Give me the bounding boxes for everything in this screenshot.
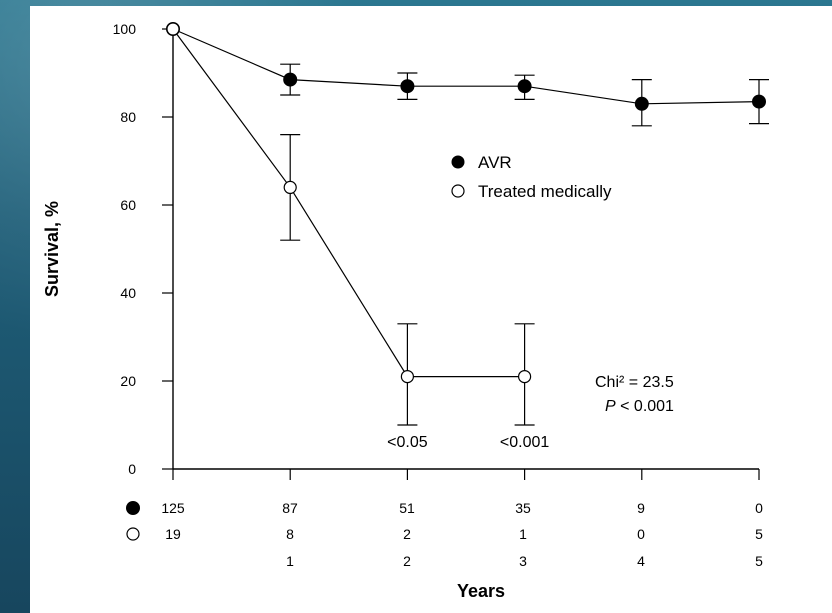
legend-medical-label: Treated medically	[478, 182, 612, 201]
medical-count-label: 0	[637, 526, 645, 542]
axes-layer: 0 20 40 60 80 100	[113, 21, 760, 480]
y-tick-label: 40	[120, 285, 136, 301]
medical-point	[283, 180, 297, 194]
significance-label: <0.05	[387, 434, 428, 451]
avr-count-label: 125	[161, 500, 185, 516]
text-layer: Survival, % Years AVR Treated medically …	[42, 153, 763, 601]
significance-label: <0.001	[500, 434, 549, 451]
avr-count-label: 35	[515, 500, 531, 516]
medical-point	[166, 22, 180, 36]
y-axis-label: Survival, %	[42, 201, 62, 297]
avr-point	[752, 94, 766, 109]
medical-count-label: 5	[755, 526, 763, 542]
medical-point	[517, 370, 532, 384]
legend-avr-label: AVR	[478, 153, 512, 172]
medical-count-label: 8	[286, 526, 294, 542]
medical-count-label: 19	[165, 526, 181, 542]
chart-panel	[30, 6, 832, 613]
y-tick-label: 60	[120, 197, 136, 213]
avr-count-label: 87	[282, 500, 298, 516]
series-layer	[166, 22, 769, 426]
stats-annotation: Chi² = 23.5 P < 0.001	[595, 374, 674, 415]
medical-count-label: 2	[403, 526, 411, 542]
medical-count-label: 1	[519, 526, 527, 542]
p-value-symbol: P	[605, 398, 616, 415]
avr-series-line	[172, 28, 760, 105]
avr-point	[400, 79, 415, 94]
risk-table-avr-marker	[126, 501, 140, 515]
y-tick-label: 0	[128, 461, 136, 477]
avr-count-label: 9	[637, 500, 645, 516]
y-tick-label: 80	[120, 109, 136, 125]
year-label: 3	[519, 553, 527, 569]
avr-count-label: 51	[399, 500, 415, 516]
legend-medical-marker	[451, 184, 465, 198]
y-tick-label: 100	[113, 21, 137, 37]
year-label: 5	[755, 553, 763, 569]
year-label: 1	[286, 553, 294, 569]
avr-count-label: 0	[755, 500, 763, 516]
risk-table-medical-marker	[126, 527, 140, 541]
x-axis-label: Years	[457, 581, 505, 601]
chart-legend: AVR Treated medically	[451, 153, 612, 201]
avr-point	[283, 72, 298, 87]
p-value-text: P < 0.001	[605, 398, 674, 415]
year-label: 2	[403, 553, 411, 569]
chi-square-text: Chi² = 23.5	[595, 374, 674, 391]
p-value-threshold: < 0.001	[620, 398, 674, 415]
medical-point	[400, 370, 414, 384]
avr-point	[634, 96, 649, 111]
medical-series-line	[172, 28, 525, 378]
year-label: 4	[637, 553, 645, 569]
y-tick-label: 20	[120, 373, 136, 389]
avr-point	[517, 79, 532, 94]
legend-avr-marker	[451, 155, 465, 169]
